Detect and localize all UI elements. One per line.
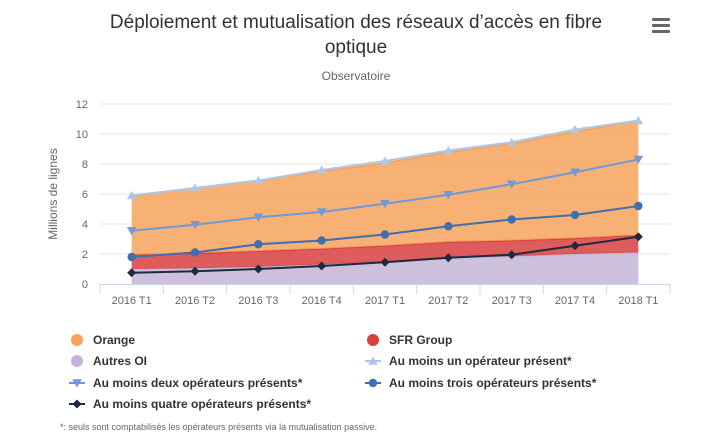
legend-item[interactable]: Au moins trois opérateurs présents*	[365, 376, 597, 390]
point-au-moins-un-op-rateur-pr-sent	[253, 176, 264, 185]
point-au-moins-un-op-rateur-pr-sent	[506, 137, 517, 147]
footnote: *: seuls sont comptabilisés les opérateu…	[60, 422, 377, 432]
point-au-moins-quatre-op-rateurs-pr-sents	[190, 266, 200, 276]
point-au-moins-trois-op-rateurs-pr-sents	[127, 252, 136, 262]
point-au-moins-deux-op-rateurs-pr-sents	[316, 208, 327, 217]
legend-item[interactable]: Au moins un opérateur présent*	[365, 354, 572, 368]
legend-item[interactable]: Au moins deux opérateurs présents*	[69, 376, 303, 390]
point-au-moins-un-op-rateur-pr-sent	[443, 146, 454, 155]
legend-item[interactable]: Au moins quatre opérateurs présents*	[69, 397, 311, 411]
legend-symbol	[368, 356, 378, 365]
y-tick-label: 0	[82, 279, 88, 291]
point-au-moins-deux-op-rateurs-pr-sents	[506, 180, 517, 189]
legend-label: Autres OI	[93, 354, 147, 368]
y-tick-label: 8	[82, 159, 88, 171]
legend-label: SFR Group	[389, 333, 452, 347]
point-au-moins-quatre-op-rateurs-pr-sents	[127, 268, 137, 278]
x-tick-label: 2016 T1	[112, 295, 152, 307]
point-au-moins-un-op-rateur-pr-sent	[126, 191, 137, 200]
point-au-moins-un-op-rateur-pr-sent	[316, 165, 327, 174]
x-tick-label: 2017 T2	[428, 295, 468, 307]
legend-item[interactable]: Autres OI	[71, 354, 147, 368]
point-au-moins-un-op-rateur-pr-sent	[380, 156, 390, 165]
point-au-moins-un-op-rateur-pr-sent	[633, 116, 644, 125]
point-au-moins-quatre-op-rateurs-pr-sents	[253, 264, 263, 274]
legend-label: Au moins quatre opérateurs présents*	[93, 397, 311, 411]
point-au-moins-quatre-op-rateurs-pr-sents	[443, 253, 453, 263]
y-tick-label: 4	[82, 219, 88, 231]
y-tick-label: 6	[82, 189, 88, 201]
legend-symbol	[72, 379, 82, 388]
point-au-moins-quatre-op-rateurs-pr-sents	[570, 241, 580, 251]
point-au-moins-trois-op-rateurs-pr-sents	[570, 210, 580, 220]
point-au-moins-quatre-op-rateurs-pr-sents	[380, 257, 390, 267]
legend-symbol	[71, 355, 83, 367]
x-tick-label: 2017 T1	[365, 295, 405, 307]
hamburger-menu-icon[interactable]	[648, 12, 674, 38]
area-autres-oi	[131, 252, 639, 284]
legend: Orange SFR Group Autres OI Au moins un opér…	[69, 333, 597, 411]
x-tick-label: 2016 T4	[302, 295, 342, 307]
legend-label: Au moins un opérateur présent*	[389, 354, 572, 368]
point-au-moins-trois-op-rateurs-pr-sents	[634, 201, 643, 211]
area-sfr-group	[131, 235, 639, 269]
point-au-moins-trois-op-rateurs-pr-sents	[444, 222, 453, 231]
point-au-moins-trois-op-rateurs-pr-sents	[190, 248, 200, 257]
point-au-moins-deux-op-rateurs-pr-sents	[126, 226, 137, 236]
legend-label: Au moins trois opérateurs présents*	[389, 376, 597, 390]
point-au-moins-quatre-op-rateurs-pr-sents	[633, 232, 643, 242]
x-tick-label: 2017 T4	[555, 295, 595, 307]
legend-label: Orange	[93, 333, 135, 347]
point-au-moins-deux-op-rateurs-pr-sents	[570, 168, 580, 177]
point-au-moins-deux-op-rateurs-pr-sents	[380, 199, 390, 209]
point-au-moins-quatre-op-rateurs-pr-sents	[507, 250, 517, 260]
x-tick-label: 2016 T2	[175, 295, 215, 307]
legend-label: Au moins deux opérateurs présents*	[93, 376, 303, 390]
y-tick-label: 10	[76, 129, 88, 141]
legend-item[interactable]: SFR Group	[367, 333, 452, 347]
y-tick-label: 2	[82, 249, 88, 261]
legend-symbol	[368, 378, 378, 388]
axes: 0 2 4 6 8 10 12 2016 T1 2016 T2 2016 T3 2016 T4 201…	[76, 99, 671, 307]
point-au-moins-trois-op-rateurs-pr-sents	[317, 236, 326, 245]
x-tick-label: 2016 T3	[238, 295, 278, 307]
point-au-moins-deux-op-rateurs-pr-sents	[190, 220, 200, 230]
legend-symbol	[71, 334, 83, 346]
point-au-moins-trois-op-rateurs-pr-sents	[507, 215, 516, 224]
x-tick-label: 2018 T1	[618, 295, 658, 307]
chart-title-line-2: optique	[325, 37, 387, 58]
point-au-moins-un-op-rateur-pr-sent	[190, 183, 200, 192]
point-au-moins-deux-op-rateurs-pr-sents	[443, 190, 454, 200]
point-au-moins-un-op-rateur-pr-sent	[570, 125, 580, 134]
point-au-moins-deux-op-rateurs-pr-sents	[253, 213, 264, 222]
legend-item[interactable]: Orange	[71, 333, 135, 347]
point-au-moins-trois-op-rateurs-pr-sents	[380, 230, 390, 239]
point-au-moins-quatre-op-rateurs-pr-sents	[317, 261, 327, 271]
x-tick-label: 2017 T3	[492, 295, 532, 307]
point-au-moins-trois-op-rateurs-pr-sents	[254, 240, 263, 249]
chart-subtitle: Observatoire	[322, 69, 391, 83]
legend-symbol	[367, 334, 379, 346]
chart-title-line-1: Déploiement et mutualisation des réseaux…	[110, 12, 602, 33]
y-tick-label: 12	[76, 99, 88, 111]
point-au-moins-deux-op-rateurs-pr-sents	[633, 155, 644, 164]
legend-symbol	[72, 399, 82, 409]
y-axis-title: Millions de lignes	[46, 148, 60, 239]
line-series	[126, 116, 644, 278]
